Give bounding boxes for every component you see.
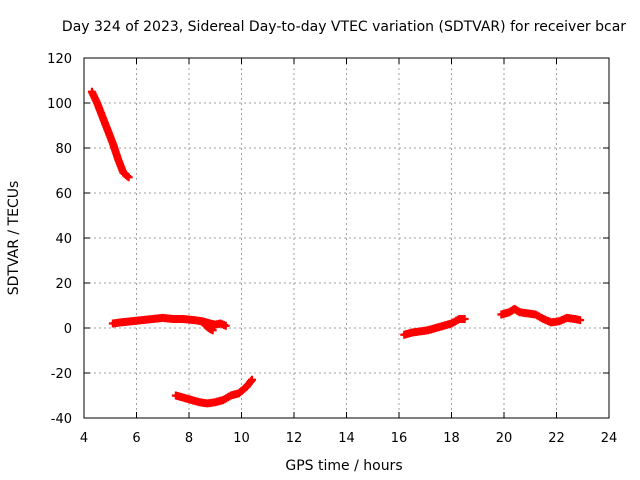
data-point bbox=[248, 375, 256, 384]
data-point bbox=[221, 321, 230, 330]
x-axis-label: GPS time / hours bbox=[285, 458, 402, 474]
x-tick-label: 14 bbox=[338, 431, 355, 446]
data-point bbox=[208, 326, 217, 335]
chart-title: Day 324 of 2023, Sidereal Day-to-day VTE… bbox=[62, 19, 626, 35]
data-point bbox=[460, 315, 469, 323]
data-segment bbox=[497, 304, 585, 327]
y-tick-label: 120 bbox=[47, 52, 72, 67]
x-tick-label: 16 bbox=[391, 431, 408, 446]
y-tick-label: 60 bbox=[55, 187, 72, 202]
x-tick-label: 24 bbox=[601, 431, 618, 446]
x-tick-label: 4 bbox=[80, 431, 88, 446]
data-segment bbox=[171, 375, 256, 408]
y-tick-label: 0 bbox=[64, 322, 72, 337]
x-tick-label: 12 bbox=[286, 431, 303, 446]
grid bbox=[84, 58, 609, 418]
y-tick-label: -20 bbox=[51, 367, 72, 382]
y-tick-label: 40 bbox=[55, 232, 72, 247]
data-points bbox=[87, 87, 585, 408]
data-segment bbox=[87, 87, 133, 182]
x-tick-label: 8 bbox=[185, 431, 193, 446]
x-tick-label: 18 bbox=[443, 431, 460, 446]
y-tick-label: 20 bbox=[55, 277, 72, 292]
data-point bbox=[576, 316, 585, 325]
x-tick-label: 22 bbox=[548, 431, 565, 446]
x-tick-label: 6 bbox=[132, 431, 140, 446]
y-tick-label: 80 bbox=[55, 142, 72, 157]
data-point bbox=[124, 173, 133, 182]
x-tick-label: 10 bbox=[233, 431, 250, 446]
y-tick-label: 100 bbox=[47, 97, 72, 112]
data-segment bbox=[400, 315, 469, 339]
data-point bbox=[123, 172, 132, 181]
data-segment bbox=[200, 320, 217, 335]
y-tick-label: -40 bbox=[51, 412, 72, 427]
x-tick-label: 20 bbox=[496, 431, 513, 446]
axis-ticks: 4 6 8 10 12 14 16 18 20 22 24 -40 -20 0 20 40 60 80 100 120 bbox=[47, 52, 617, 446]
y-axis-label: SDTVAR / TECUs bbox=[6, 181, 22, 296]
